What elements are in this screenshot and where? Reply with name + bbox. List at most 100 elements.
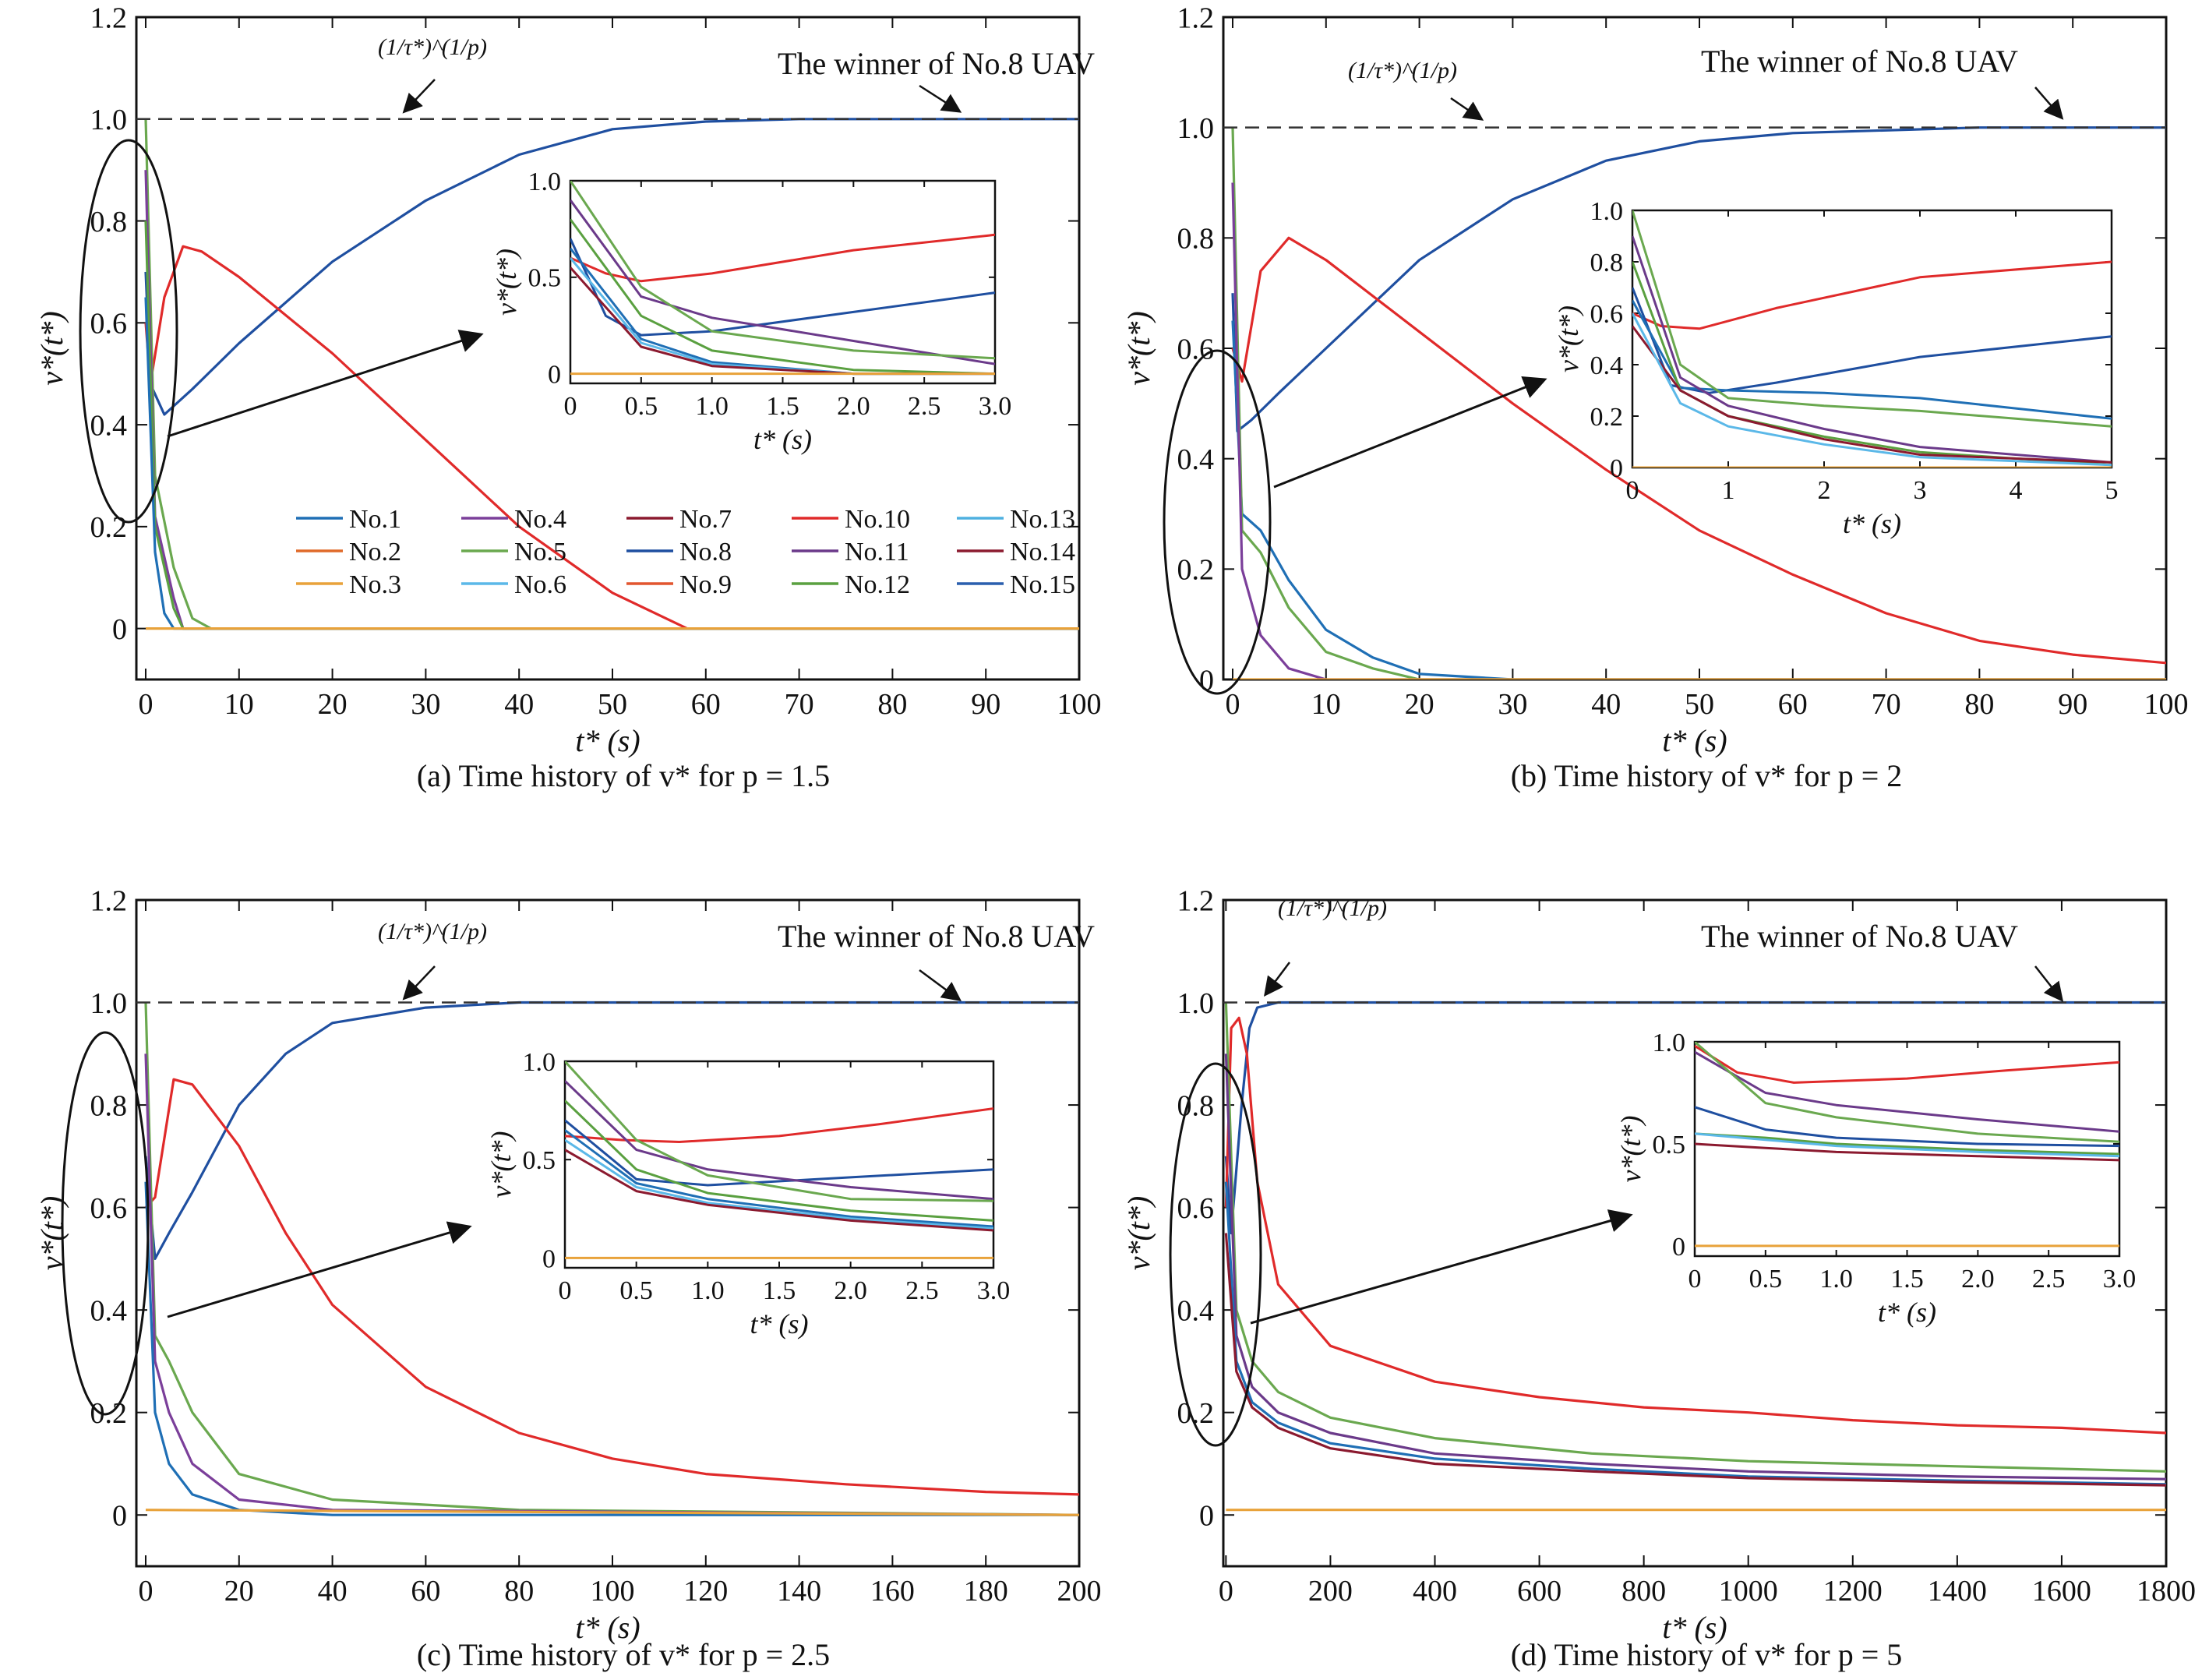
series-line-no8 bbox=[144, 118, 1079, 416]
x-tick-label-c: 120 bbox=[683, 1575, 728, 1608]
x-tick-label-b: 5 bbox=[2105, 476, 2119, 505]
legend-label: No.12 bbox=[845, 570, 910, 599]
x-tick-label-b: 100 bbox=[2144, 688, 2189, 721]
inset-c: 0 0.5 1.0 1.5 2.0 2.5 3.0 0 0.5 1.0 t* (s) v*(t*) bbox=[485, 1048, 1010, 1339]
reference-arrow-a bbox=[402, 79, 436, 114]
y-tick-label-c: 0.4 bbox=[90, 1294, 128, 1327]
y-tick-label-b: 0.2 bbox=[1177, 554, 1215, 587]
y-axis-label-a: v*(t*) bbox=[491, 249, 522, 316]
y-tick-label-c: 1.0 bbox=[90, 987, 128, 1020]
reference-label-b: (1/τ*)^(1/p) bbox=[1348, 58, 1457, 83]
y-tick-label-c: 0 bbox=[112, 1500, 127, 1533]
series-group-b bbox=[1632, 210, 2112, 468]
x-tick-label-a: 2.0 bbox=[837, 392, 870, 421]
series-group-c bbox=[144, 1001, 1079, 1516]
x-tick-label-a: 2.5 bbox=[908, 392, 941, 421]
y-tick-label-a: 0.8 bbox=[90, 206, 128, 238]
x-tick-label-c: 3.0 bbox=[977, 1276, 1011, 1305]
x-tick-label-b: 90 bbox=[2058, 688, 2087, 721]
series-line-no5 bbox=[1632, 210, 2112, 428]
series-line-no8 bbox=[1231, 126, 2166, 432]
x-axis-label-c: t* (s) bbox=[575, 1610, 640, 1645]
inset-frame-a bbox=[569, 179, 997, 385]
y-tick-label-b: 0.4 bbox=[1177, 443, 1215, 476]
x-tick-label-d: 0 bbox=[1219, 1575, 1233, 1608]
y-tick-label-b: 0.6 bbox=[1590, 300, 1624, 329]
reference-arrow-c bbox=[402, 965, 436, 1001]
series-group-c bbox=[565, 1061, 993, 1259]
x-tick-label-c: 160 bbox=[870, 1575, 915, 1608]
series-line-no7 bbox=[1632, 325, 2112, 464]
series-line-no12 bbox=[1632, 261, 2112, 467]
y-tick-label-d: 0.4 bbox=[1177, 1294, 1215, 1327]
y-tick-label-d: 1.0 bbox=[1177, 987, 1215, 1020]
x-tick-label-a: 0 bbox=[138, 688, 153, 721]
series-line-no7 bbox=[1695, 1142, 2119, 1162]
y-tick-label-c: 0.5 bbox=[523, 1146, 556, 1175]
legend-label: No.7 bbox=[679, 505, 732, 534]
legend-label: No.6 bbox=[514, 570, 566, 599]
series-group-d bbox=[1224, 1001, 2166, 1512]
x-tick-label-b: 60 bbox=[1778, 688, 1808, 721]
winner-annotation-c: The winner of No.8 UAV bbox=[778, 919, 1095, 954]
x-tick-label-a: 100 bbox=[1057, 688, 1102, 721]
legend-label: No.2 bbox=[349, 538, 401, 566]
winner-annotation-b: The winner of No.8 UAV bbox=[1701, 44, 2018, 79]
zoom-ellipse-c bbox=[61, 1031, 150, 1416]
x-tick-label-a: 40 bbox=[504, 688, 534, 721]
legend-label: No.10 bbox=[845, 505, 910, 534]
zoom-arrow-c bbox=[167, 1221, 472, 1318]
x-tick-label-d: 800 bbox=[1621, 1575, 1666, 1608]
x-tick-label-c: 20 bbox=[224, 1575, 254, 1608]
y-tick-label-d: 0 bbox=[1199, 1500, 1214, 1533]
y-tick-label-a: 0 bbox=[548, 361, 561, 390]
x-tick-label-d: 200 bbox=[1308, 1575, 1353, 1608]
x-axis-label-d: t* (s) bbox=[1878, 1297, 1936, 1328]
series-line-no10 bbox=[1695, 1044, 2119, 1084]
x-tick-label-a: 80 bbox=[877, 688, 907, 721]
series-line-no6 bbox=[1695, 1132, 2119, 1158]
x-tick-label-c: 140 bbox=[777, 1575, 821, 1608]
legend-label: No.1 bbox=[349, 505, 401, 534]
y-tick-label-d: 0.5 bbox=[1653, 1131, 1686, 1159]
y-tick-label-d: 1.2 bbox=[1177, 884, 1215, 917]
series-line-no11 bbox=[570, 199, 995, 365]
series-line-no3 bbox=[145, 1509, 1079, 1516]
reference-label-a: (1/τ*)^(1/p) bbox=[378, 34, 487, 60]
series-line-no7 bbox=[565, 1149, 993, 1232]
x-tick-label-c: 0 bbox=[559, 1276, 572, 1305]
y-axis-label-d: v*(t*) bbox=[1121, 1196, 1156, 1271]
series-line-no11 bbox=[565, 1080, 993, 1201]
x-tick-label-c: 100 bbox=[590, 1575, 634, 1608]
zoom-arrow-a bbox=[167, 330, 484, 438]
zoom-arrow-b bbox=[1273, 376, 1547, 489]
legend-label: No.14 bbox=[1010, 538, 1075, 566]
series-line-no5 bbox=[1231, 127, 2166, 679]
x-tick-label-a: 20 bbox=[318, 688, 348, 721]
x-axis-label-b: t* (s) bbox=[1843, 508, 1901, 539]
x-tick-label-d: 2.0 bbox=[1961, 1265, 1995, 1294]
caption-d: (d) Time history of v* for p = 5 bbox=[1510, 1637, 1903, 1672]
series-line-no10 bbox=[1224, 1016, 2166, 1435]
y-tick-label-a: 0.4 bbox=[90, 409, 128, 442]
zoom-arrow-d bbox=[1250, 1209, 1633, 1325]
series-line-no10 bbox=[144, 245, 1079, 630]
series-line-no1 bbox=[1231, 320, 2166, 679]
x-tick-label-d: 0 bbox=[1689, 1265, 1702, 1294]
legend-a: No.1 No.4 No.7 No.10 No.13 No.2 No.5 No.8 No.11 N… bbox=[296, 505, 1075, 599]
x-tick-label-d: 2.5 bbox=[2032, 1265, 2066, 1294]
y-tick-label-a: 0.6 bbox=[90, 308, 128, 341]
y-tick-label-a: 0.5 bbox=[528, 264, 562, 293]
y-tick-label-d: 0.8 bbox=[1177, 1089, 1215, 1122]
x-tick-label-d: 1600 bbox=[2032, 1575, 2091, 1608]
x-axis-label-a: t* (s) bbox=[753, 424, 812, 455]
x-tick-label-b: 1 bbox=[1722, 476, 1735, 505]
series-line-no6 bbox=[565, 1138, 993, 1230]
legend-label: No.3 bbox=[349, 570, 401, 599]
x-tick-label-d: 400 bbox=[1413, 1575, 1457, 1608]
y-axis-label-c: v*(t*) bbox=[485, 1131, 517, 1198]
x-tick-label-a: 90 bbox=[971, 688, 1000, 721]
x-tick-label-b: 30 bbox=[1498, 688, 1527, 721]
y-tick-label-b: 1.0 bbox=[1590, 197, 1624, 226]
x-tick-label-b: 0 bbox=[1225, 688, 1240, 721]
